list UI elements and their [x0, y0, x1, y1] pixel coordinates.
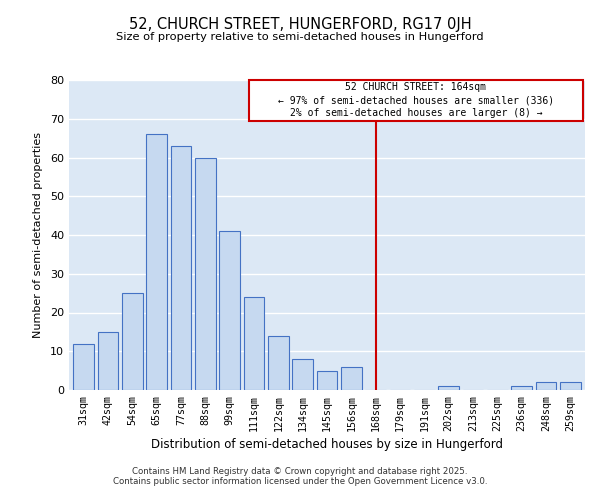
- Bar: [244, 297, 265, 390]
- X-axis label: Distribution of semi-detached houses by size in Hungerford: Distribution of semi-detached houses by …: [151, 438, 503, 451]
- Text: 2% of semi-detached houses are larger (8) →: 2% of semi-detached houses are larger (8…: [290, 108, 542, 118]
- Bar: [122, 293, 143, 390]
- Bar: [292, 359, 313, 390]
- Text: ← 97% of semi-detached houses are smaller (336): ← 97% of semi-detached houses are smalle…: [278, 95, 554, 105]
- Text: Contains public sector information licensed under the Open Government Licence v3: Contains public sector information licen…: [113, 477, 487, 486]
- Y-axis label: Number of semi-detached properties: Number of semi-detached properties: [33, 132, 43, 338]
- Bar: [219, 231, 240, 390]
- Bar: [511, 386, 532, 390]
- Text: Contains HM Land Registry data © Crown copyright and database right 2025.: Contains HM Land Registry data © Crown c…: [132, 467, 468, 476]
- FancyBboxPatch shape: [249, 80, 583, 120]
- Bar: [536, 382, 556, 390]
- Text: 52, CHURCH STREET, HUNGERFORD, RG17 0JH: 52, CHURCH STREET, HUNGERFORD, RG17 0JH: [128, 18, 472, 32]
- Bar: [98, 332, 118, 390]
- Text: Size of property relative to semi-detached houses in Hungerford: Size of property relative to semi-detach…: [116, 32, 484, 42]
- Bar: [268, 336, 289, 390]
- Text: 52 CHURCH STREET: 164sqm: 52 CHURCH STREET: 164sqm: [346, 82, 487, 92]
- Bar: [195, 158, 215, 390]
- Bar: [439, 386, 459, 390]
- Bar: [317, 370, 337, 390]
- Bar: [146, 134, 167, 390]
- Bar: [73, 344, 94, 390]
- Bar: [341, 367, 362, 390]
- Bar: [560, 382, 581, 390]
- Bar: [170, 146, 191, 390]
